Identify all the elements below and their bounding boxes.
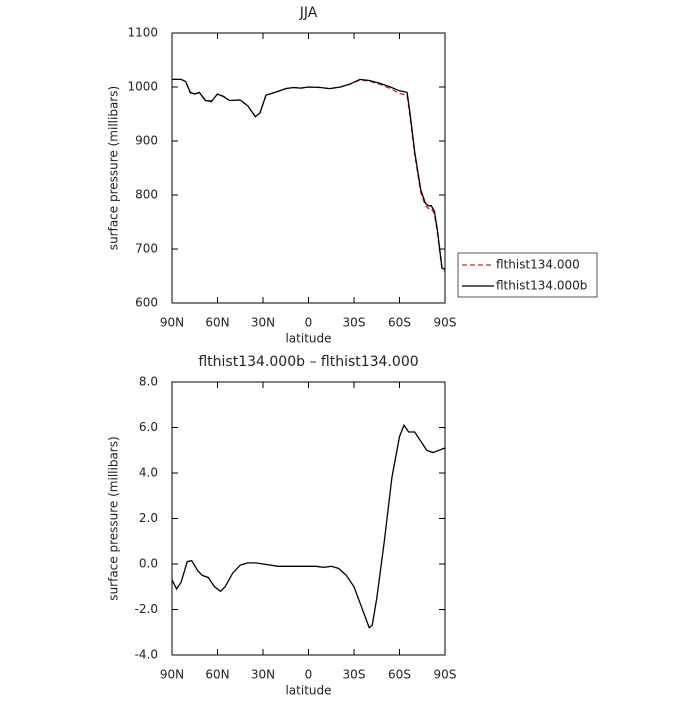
legend-box [457,252,598,298]
plot-frame [171,381,446,656]
y-axis-label: surface pressure (millibars) [107,86,121,250]
y-tick-label: 8.0 [139,375,158,389]
x-tick-label: 60N [205,316,229,330]
x-tick-label: 0 [305,668,313,682]
x-tick-label: 90N [160,316,184,330]
x-tick-label: 60S [388,668,411,682]
x-tick-label: 90S [434,668,457,682]
y-tick-label: 800 [135,188,158,202]
y-tick-label: 6.0 [139,420,158,434]
x-tick-label: 60S [388,316,411,330]
data-line [172,78,446,273]
plot-frame [171,32,446,304]
data-line [171,423,446,629]
y-tick-label: 1000 [127,80,158,94]
x-tick-label: 90S [434,316,457,330]
y-tick-label: 1100 [127,26,158,40]
y-tick-label: 600 [135,296,158,310]
y-axis-label: surface pressure (millibars) [107,436,121,600]
x-tick-label: 60N [205,668,229,682]
chart-title: JJA [299,5,318,21]
x-tick-label: 30N [251,316,275,330]
legend-label: flthist134.000b [496,279,587,293]
x-tick-label: 30S [343,316,366,330]
y-tick-label: 2.0 [139,511,158,525]
x-axis-label: latitude [285,684,331,698]
x-tick-label: 30N [251,668,275,682]
y-tick-label: 900 [135,134,158,148]
x-tick-label: 30S [343,668,366,682]
y-tick-label: 0.0 [139,557,158,571]
x-tick-label: 90N [160,668,184,682]
y-tick-label: 4.0 [139,466,158,480]
x-tick-label: 0 [305,316,313,330]
y-tick-label: -2.0 [135,602,158,616]
y-tick-label: 700 [135,242,158,256]
y-tick-label: -4.0 [135,648,158,662]
legend-label: flthist134.000 [496,258,580,272]
x-axis-label: latitude [285,332,331,346]
data-line [172,78,446,271]
chart-title: flthist134.000b – flthist134.000 [198,354,418,370]
